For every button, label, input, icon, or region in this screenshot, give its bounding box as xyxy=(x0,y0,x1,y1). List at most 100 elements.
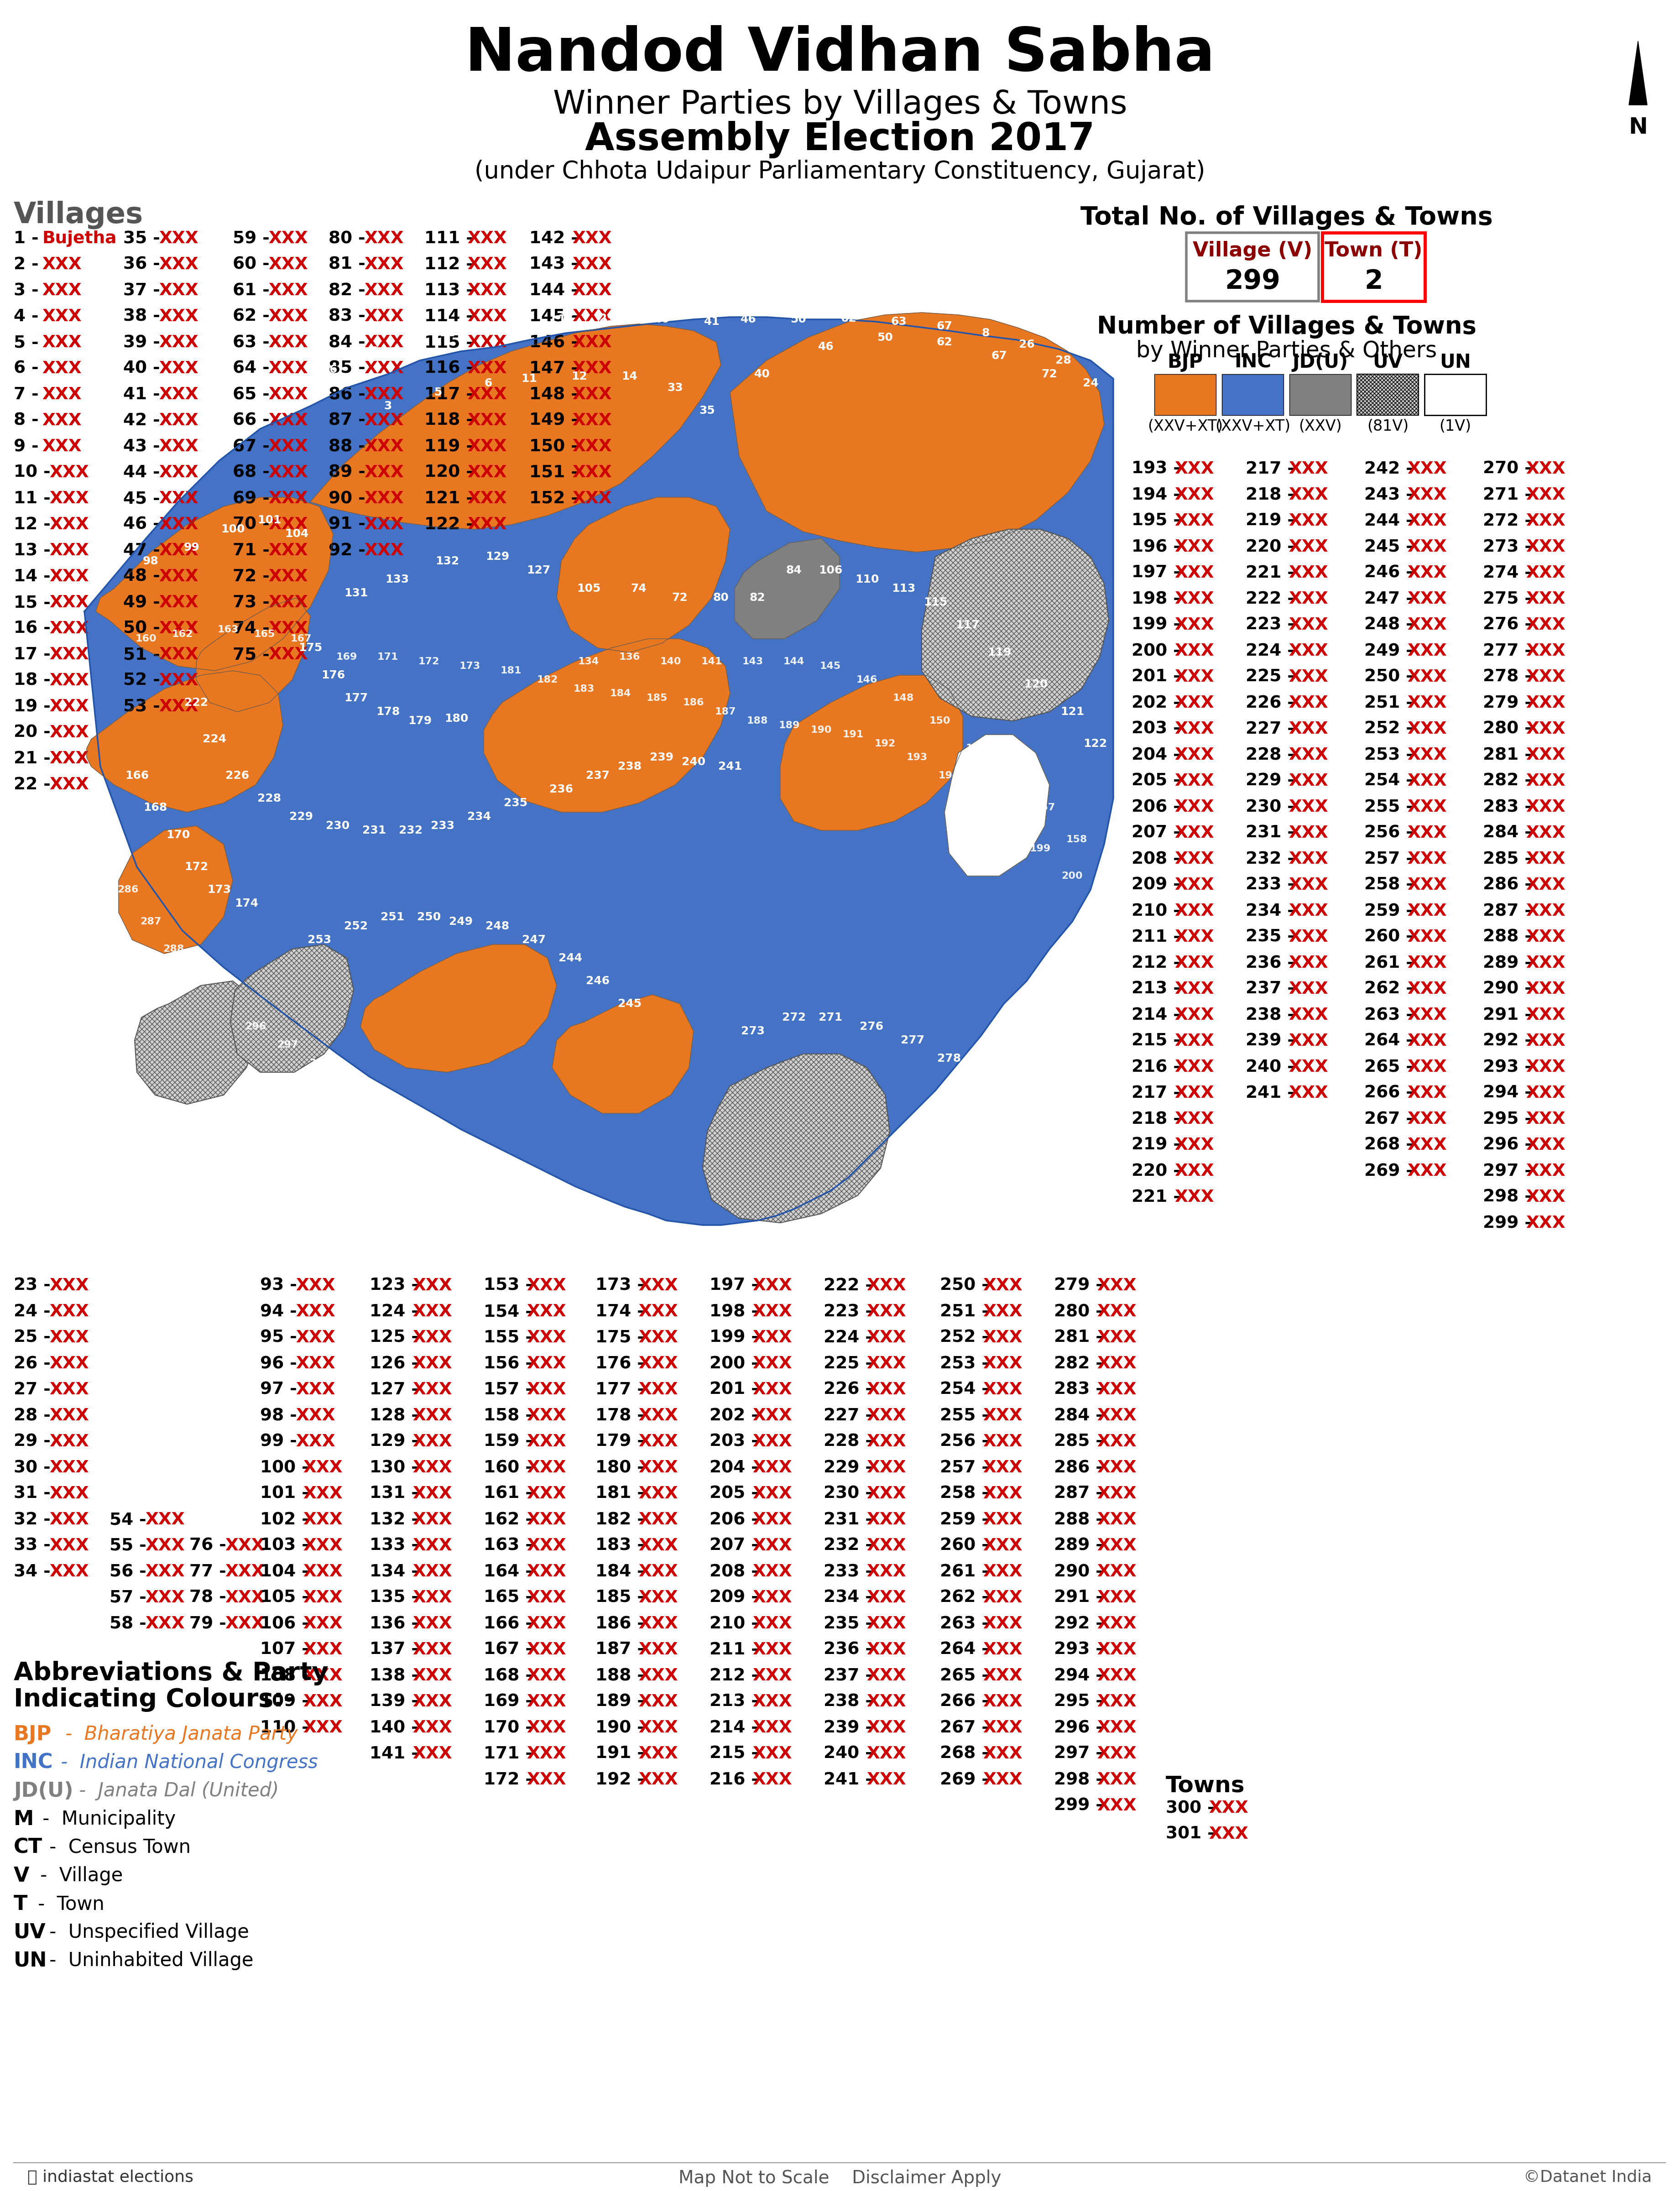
Text: XXX: XXX xyxy=(526,1512,566,1527)
Text: XXX: XXX xyxy=(1289,1085,1327,1102)
Text: XXX: XXX xyxy=(144,1591,185,1606)
Text: XXX: XXX xyxy=(1289,668,1327,686)
Text: 11: 11 xyxy=(521,372,538,383)
Text: XXX: XXX xyxy=(1525,668,1566,686)
Text: 53 -: 53 - xyxy=(123,699,166,714)
Text: 145 -: 145 - xyxy=(529,309,585,324)
Text: XXX: XXX xyxy=(160,362,198,377)
Text: CT: CT xyxy=(13,1838,42,1858)
Text: XXX: XXX xyxy=(983,1667,1023,1685)
Text: XXX: XXX xyxy=(1408,565,1446,581)
Text: XXX: XXX xyxy=(269,517,307,532)
Text: 27 -: 27 - xyxy=(13,1383,57,1398)
Text: XXX: XXX xyxy=(467,335,507,351)
Text: 195 -: 195 - xyxy=(1132,513,1186,530)
Text: 233 -: 233 - xyxy=(1245,876,1300,894)
Text: XXX: XXX xyxy=(1408,850,1446,868)
Bar xyxy=(1154,375,1216,416)
Text: XXX: XXX xyxy=(1097,1615,1136,1632)
Text: XXX: XXX xyxy=(296,1407,336,1424)
Text: 150: 150 xyxy=(929,716,951,725)
Text: XXX: XXX xyxy=(867,1694,906,1711)
Text: 218 -: 218 - xyxy=(1245,486,1300,504)
Text: 250: 250 xyxy=(417,911,440,922)
Text: XXX: XXX xyxy=(753,1591,791,1606)
Text: 116 -: 116 - xyxy=(425,362,479,377)
Text: XXX: XXX xyxy=(753,1615,791,1632)
Text: XXX: XXX xyxy=(753,1330,791,1345)
Text: XXX: XXX xyxy=(983,1433,1023,1450)
Text: XXX: XXX xyxy=(269,362,307,377)
Text: 133 -: 133 - xyxy=(370,1538,425,1553)
Text: XXX: XXX xyxy=(1525,1085,1566,1102)
Text: 193 -: 193 - xyxy=(1132,460,1186,478)
Text: INC: INC xyxy=(1235,353,1272,372)
Text: 282 -: 282 - xyxy=(1053,1356,1109,1372)
Text: Number of Villages & Towns: Number of Villages & Towns xyxy=(1097,316,1477,340)
Text: XXX: XXX xyxy=(365,412,403,429)
Text: 144 -: 144 - xyxy=(529,283,585,298)
Text: XXX: XXX xyxy=(302,1459,343,1477)
Text: 230 -: 230 - xyxy=(823,1485,879,1503)
Text: 184 -: 184 - xyxy=(595,1564,650,1580)
Text: XXX: XXX xyxy=(42,283,82,298)
Text: 191: 191 xyxy=(843,730,864,738)
Text: 261 -: 261 - xyxy=(1364,955,1420,971)
Text: 72 -: 72 - xyxy=(234,567,276,585)
Text: XXX: XXX xyxy=(638,1746,677,1762)
Text: XXX: XXX xyxy=(49,464,89,480)
Text: XXX: XXX xyxy=(1174,1058,1215,1076)
Text: 200 -: 200 - xyxy=(709,1356,764,1372)
Text: M: M xyxy=(13,1810,34,1829)
Text: 118 -: 118 - xyxy=(425,412,479,429)
Text: 41 -: 41 - xyxy=(123,386,166,403)
Text: XXX: XXX xyxy=(753,1459,791,1477)
Text: ©Datanet India: ©Datanet India xyxy=(1524,2169,1651,2184)
Text: 290 -: 290 - xyxy=(1483,982,1537,997)
Text: XXX: XXX xyxy=(573,412,612,429)
Text: 227 -: 227 - xyxy=(1245,721,1300,738)
Text: 26 -: 26 - xyxy=(13,1356,57,1372)
Text: (XXV): (XXV) xyxy=(1299,418,1342,434)
Text: XXX: XXX xyxy=(1174,618,1215,633)
Text: 228: 228 xyxy=(257,793,281,804)
Text: 185: 185 xyxy=(647,695,667,703)
Text: XXX: XXX xyxy=(573,230,612,248)
Text: XXX: XXX xyxy=(49,1383,89,1398)
Text: 233 -: 233 - xyxy=(823,1564,879,1580)
Text: 22 -: 22 - xyxy=(13,776,57,793)
Text: XXX: XXX xyxy=(526,1591,566,1606)
Text: 167 -: 167 - xyxy=(484,1641,538,1659)
Text: XXX: XXX xyxy=(413,1512,452,1527)
Text: 296: 296 xyxy=(245,1021,265,1032)
Text: Towns: Towns xyxy=(1166,1775,1245,1797)
Text: 252 -: 252 - xyxy=(1364,721,1420,738)
Text: XXX: XXX xyxy=(1408,747,1446,762)
Text: 227 -: 227 - xyxy=(823,1407,879,1424)
Text: XXX: XXX xyxy=(867,1330,906,1345)
Text: 299: 299 xyxy=(341,1071,361,1082)
Text: 45 -: 45 - xyxy=(123,491,166,506)
Text: N: N xyxy=(1628,116,1648,138)
Text: XXX: XXX xyxy=(526,1433,566,1450)
Text: 170: 170 xyxy=(166,830,190,841)
Text: 240: 240 xyxy=(682,756,706,767)
Text: 237: 237 xyxy=(586,771,610,782)
Text: 279 -: 279 - xyxy=(1483,695,1537,712)
Text: 1 -: 1 - xyxy=(13,230,45,248)
Text: XXX: XXX xyxy=(1097,1797,1136,1814)
Text: XXX: XXX xyxy=(413,1383,452,1398)
Text: 285 -: 285 - xyxy=(1053,1433,1109,1450)
Text: XXX: XXX xyxy=(1174,955,1215,971)
Polygon shape xyxy=(553,995,694,1113)
Text: XXX: XXX xyxy=(1408,1085,1446,1102)
Text: XXX: XXX xyxy=(1174,460,1215,478)
Text: 171 -: 171 - xyxy=(484,1746,538,1762)
Text: 249: 249 xyxy=(449,916,472,927)
Text: XXX: XXX xyxy=(753,1564,791,1580)
Text: XXX: XXX xyxy=(1174,592,1215,607)
Text: 10: 10 xyxy=(403,335,418,346)
Text: 243 -: 243 - xyxy=(1364,486,1420,504)
Text: 188 -: 188 - xyxy=(595,1667,650,1685)
Text: XXX: XXX xyxy=(160,646,198,664)
